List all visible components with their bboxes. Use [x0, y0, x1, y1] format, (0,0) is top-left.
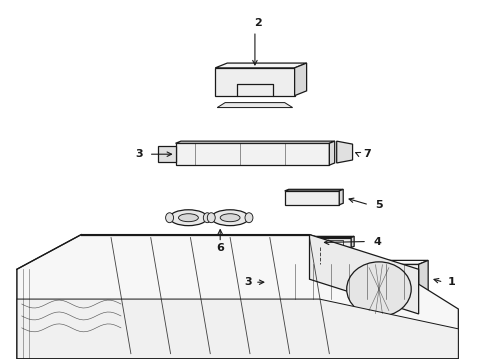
Polygon shape [418, 260, 428, 299]
Text: 3: 3 [244, 277, 252, 287]
Polygon shape [268, 272, 280, 291]
Polygon shape [294, 63, 307, 96]
Polygon shape [17, 299, 458, 359]
Polygon shape [290, 238, 351, 247]
Polygon shape [17, 235, 458, 359]
Polygon shape [215, 63, 307, 68]
Polygon shape [351, 237, 354, 247]
Polygon shape [158, 146, 175, 162]
Polygon shape [339, 189, 343, 205]
Ellipse shape [207, 213, 215, 223]
Text: 6: 6 [216, 243, 224, 253]
Ellipse shape [203, 213, 211, 223]
Polygon shape [310, 235, 418, 314]
Text: 1: 1 [447, 277, 455, 287]
Ellipse shape [245, 213, 253, 223]
Text: 7: 7 [363, 149, 371, 159]
Text: 2: 2 [254, 18, 262, 28]
Polygon shape [329, 141, 335, 165]
Text: 5: 5 [375, 200, 383, 210]
Polygon shape [280, 264, 418, 299]
Ellipse shape [170, 210, 207, 226]
Polygon shape [280, 260, 428, 264]
Ellipse shape [220, 214, 240, 222]
Text: 4: 4 [373, 237, 381, 247]
Polygon shape [215, 68, 294, 96]
Polygon shape [285, 189, 343, 191]
Ellipse shape [178, 214, 198, 222]
Polygon shape [175, 141, 335, 143]
Ellipse shape [347, 262, 411, 316]
Polygon shape [337, 141, 353, 163]
Text: 3: 3 [135, 149, 143, 159]
Polygon shape [175, 143, 329, 165]
Ellipse shape [166, 213, 173, 223]
Ellipse shape [211, 210, 249, 226]
Polygon shape [285, 191, 339, 205]
Polygon shape [217, 103, 293, 108]
Polygon shape [290, 237, 354, 238]
